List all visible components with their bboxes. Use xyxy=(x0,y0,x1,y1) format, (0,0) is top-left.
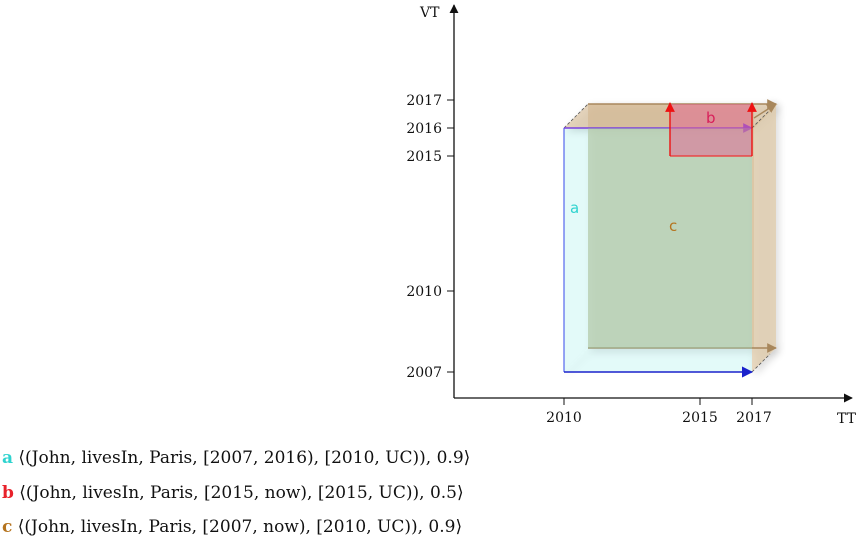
region-c-right-arrow-head xyxy=(753,103,777,119)
x-tick-label: 2017 xyxy=(736,410,772,426)
region-c-depth-edge-top xyxy=(563,103,589,129)
region-c-depth-edge-right-top xyxy=(751,109,771,129)
region-c-label: c xyxy=(669,217,677,235)
y-tick-label: 2015 xyxy=(406,149,442,165)
region-a xyxy=(563,123,754,378)
legend-text-b: ⟨(John, livesIn, Paris, [2015, now), [20… xyxy=(19,483,464,503)
legend-key-a: a xyxy=(2,448,14,468)
y-axis-label: VT xyxy=(419,5,440,21)
legend-text-a: ⟨(John, livesIn, Paris, [2007, 2016), [2… xyxy=(18,448,471,468)
region-c-depth-edge-bottom xyxy=(563,347,589,373)
x-ticks: 2010 2015 2017 xyxy=(546,398,772,426)
region-b-label: b xyxy=(706,109,716,127)
region-a-label: a xyxy=(570,199,579,217)
legend-item-b: b ⟨(John, livesIn, Paris, [2015, now), [… xyxy=(2,483,464,503)
x-tick-label: 2010 xyxy=(546,410,582,426)
legend-item-a: a ⟨(John, livesIn, Paris, [2007, 2016), … xyxy=(2,448,470,468)
region-c-side-face xyxy=(752,104,776,372)
legend-text-c: ⟨(John, livesIn, Paris, [2007, now), [20… xyxy=(17,517,463,537)
y-tick-label: 2007 xyxy=(406,365,442,381)
x-axis-label: TT xyxy=(837,411,856,427)
legend-key-c: c xyxy=(2,517,13,537)
region-a-face xyxy=(564,128,752,372)
region-b xyxy=(665,102,757,157)
y-tick-label: 2017 xyxy=(406,93,442,109)
y-tick-label: 2010 xyxy=(406,284,442,300)
region-b-face xyxy=(670,104,752,156)
region-c-depth-edge-right-bottom xyxy=(751,353,771,373)
y-ticks: 2017 2016 2015 2010 2007 xyxy=(406,93,454,381)
x-tick-label: 2015 xyxy=(682,410,718,426)
y-tick-label: 2016 xyxy=(406,121,442,137)
region-overlap-ac xyxy=(588,128,752,348)
legend-item-c: c ⟨(John, livesIn, Paris, [2007, now), [… xyxy=(2,517,462,537)
legend-key-b: b xyxy=(2,483,14,503)
